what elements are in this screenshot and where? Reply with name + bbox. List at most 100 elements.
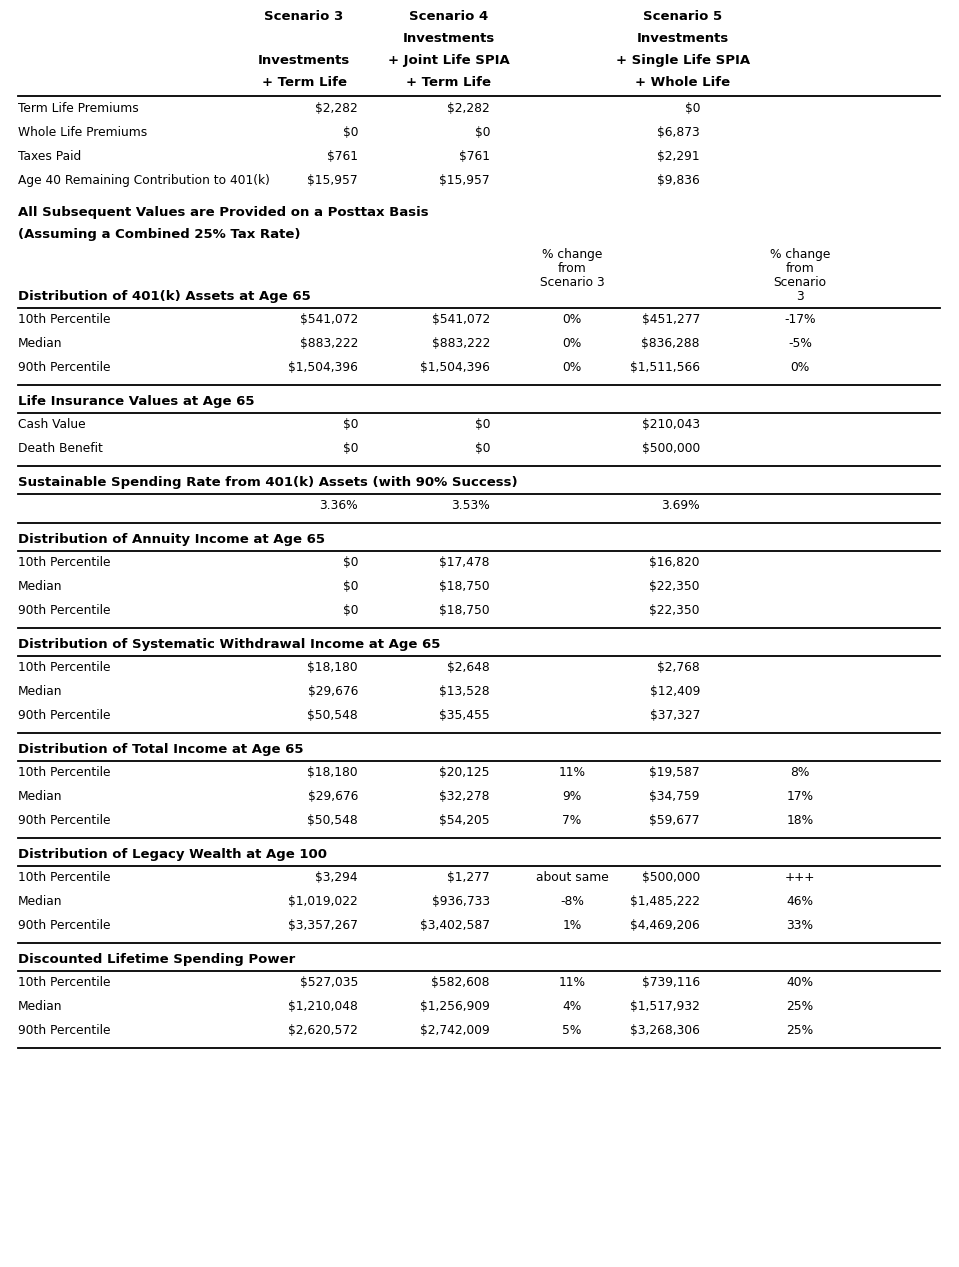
Text: $2,282: $2,282 — [447, 103, 490, 115]
Text: $20,125: $20,125 — [439, 767, 490, 779]
Text: 10th Percentile: 10th Percentile — [18, 870, 110, 884]
Text: $1,277: $1,277 — [448, 870, 490, 884]
Text: Scenario: Scenario — [774, 276, 827, 289]
Text: -8%: -8% — [560, 895, 584, 908]
Text: 7%: 7% — [562, 813, 581, 827]
Text: $1,504,396: $1,504,396 — [288, 361, 358, 374]
Text: $54,205: $54,205 — [439, 813, 490, 827]
Text: $15,957: $15,957 — [439, 174, 490, 188]
Text: 1%: 1% — [562, 919, 581, 933]
Text: 90th Percentile: 90th Percentile — [18, 1024, 110, 1036]
Text: +++: +++ — [784, 870, 815, 884]
Text: $836,288: $836,288 — [642, 337, 700, 350]
Text: $761: $761 — [459, 150, 490, 163]
Text: Scenario 4: Scenario 4 — [409, 10, 489, 23]
Text: $2,742,009: $2,742,009 — [420, 1024, 490, 1036]
Text: $29,676: $29,676 — [308, 791, 358, 803]
Text: $1,019,022: $1,019,022 — [289, 895, 358, 908]
Text: $1,504,396: $1,504,396 — [420, 361, 490, 374]
Text: $0: $0 — [342, 580, 358, 593]
Text: 3: 3 — [796, 290, 804, 303]
Text: $1,517,932: $1,517,932 — [630, 1000, 700, 1014]
Text: $3,357,267: $3,357,267 — [288, 919, 358, 933]
Text: $18,180: $18,180 — [308, 661, 358, 674]
Text: $541,072: $541,072 — [432, 313, 490, 326]
Text: 11%: 11% — [558, 767, 586, 779]
Text: $1,256,909: $1,256,909 — [420, 1000, 490, 1014]
Text: $451,277: $451,277 — [642, 313, 700, 326]
Text: 25%: 25% — [786, 1024, 813, 1036]
Text: $210,043: $210,043 — [642, 418, 700, 431]
Text: Median: Median — [18, 791, 62, 803]
Text: 3.69%: 3.69% — [662, 499, 700, 512]
Text: Median: Median — [18, 337, 62, 350]
Text: 18%: 18% — [786, 813, 813, 827]
Text: Taxes Paid: Taxes Paid — [18, 150, 82, 163]
Text: 11%: 11% — [558, 976, 586, 990]
Text: $50,548: $50,548 — [307, 813, 358, 827]
Text: Median: Median — [18, 580, 62, 593]
Text: 0%: 0% — [562, 361, 581, 374]
Text: $883,222: $883,222 — [432, 337, 490, 350]
Text: $3,402,587: $3,402,587 — [420, 919, 490, 933]
Text: $22,350: $22,350 — [649, 580, 700, 593]
Text: Cash Value: Cash Value — [18, 418, 85, 431]
Text: % change: % change — [542, 248, 602, 261]
Text: 40%: 40% — [786, 976, 813, 990]
Text: Median: Median — [18, 895, 62, 908]
Text: $32,278: $32,278 — [439, 791, 490, 803]
Text: 33%: 33% — [786, 919, 813, 933]
Text: Scenario 3: Scenario 3 — [540, 276, 604, 289]
Text: 8%: 8% — [790, 767, 809, 779]
Text: $0: $0 — [342, 604, 358, 617]
Text: $0: $0 — [342, 418, 358, 431]
Text: Investments: Investments — [258, 54, 350, 67]
Text: + Joint Life SPIA: + Joint Life SPIA — [388, 54, 510, 67]
Text: $0: $0 — [342, 125, 358, 139]
Text: Distribution of Systematic Withdrawal Income at Age 65: Distribution of Systematic Withdrawal In… — [18, 639, 440, 651]
Text: 90th Percentile: 90th Percentile — [18, 813, 110, 827]
Text: Death Benefit: Death Benefit — [18, 442, 103, 455]
Text: Distribution of Total Income at Age 65: Distribution of Total Income at Age 65 — [18, 742, 303, 756]
Text: $1,210,048: $1,210,048 — [288, 1000, 358, 1014]
Text: 10th Percentile: 10th Percentile — [18, 313, 110, 326]
Text: from: from — [557, 262, 586, 275]
Text: $739,116: $739,116 — [642, 976, 700, 990]
Text: $0: $0 — [342, 556, 358, 569]
Text: $37,327: $37,327 — [649, 710, 700, 722]
Text: Term Life Premiums: Term Life Premiums — [18, 103, 139, 115]
Text: Distribution of 401(k) Assets at Age 65: Distribution of 401(k) Assets at Age 65 — [18, 290, 311, 303]
Text: $2,291: $2,291 — [657, 150, 700, 163]
Text: $18,750: $18,750 — [439, 604, 490, 617]
Text: $761: $761 — [327, 150, 358, 163]
Text: 90th Percentile: 90th Percentile — [18, 710, 110, 722]
Text: 0%: 0% — [790, 361, 809, 374]
Text: 46%: 46% — [786, 895, 813, 908]
Text: 9%: 9% — [562, 791, 581, 803]
Text: $22,350: $22,350 — [649, 604, 700, 617]
Text: Scenario 5: Scenario 5 — [643, 10, 722, 23]
Text: $9,836: $9,836 — [657, 174, 700, 188]
Text: $59,677: $59,677 — [649, 813, 700, 827]
Text: 5%: 5% — [562, 1024, 582, 1036]
Text: 10th Percentile: 10th Percentile — [18, 556, 110, 569]
Text: $0: $0 — [475, 125, 490, 139]
Text: $6,873: $6,873 — [657, 125, 700, 139]
Text: + Whole Life: + Whole Life — [636, 76, 731, 89]
Text: $12,409: $12,409 — [649, 685, 700, 698]
Text: 0%: 0% — [562, 313, 581, 326]
Text: $13,528: $13,528 — [439, 685, 490, 698]
Text: 4%: 4% — [562, 1000, 581, 1014]
Text: 25%: 25% — [786, 1000, 813, 1014]
Text: Discounted Lifetime Spending Power: Discounted Lifetime Spending Power — [18, 953, 295, 965]
Text: $17,478: $17,478 — [439, 556, 490, 569]
Text: $936,733: $936,733 — [432, 895, 490, 908]
Text: All Subsequent Values are Provided on a Posttax Basis: All Subsequent Values are Provided on a … — [18, 207, 429, 219]
Text: Median: Median — [18, 1000, 62, 1014]
Text: $1,485,222: $1,485,222 — [630, 895, 700, 908]
Text: $582,608: $582,608 — [432, 976, 490, 990]
Text: $2,768: $2,768 — [657, 661, 700, 674]
Text: + Single Life SPIA: + Single Life SPIA — [616, 54, 750, 67]
Text: $18,180: $18,180 — [308, 767, 358, 779]
Text: about same: about same — [536, 870, 608, 884]
